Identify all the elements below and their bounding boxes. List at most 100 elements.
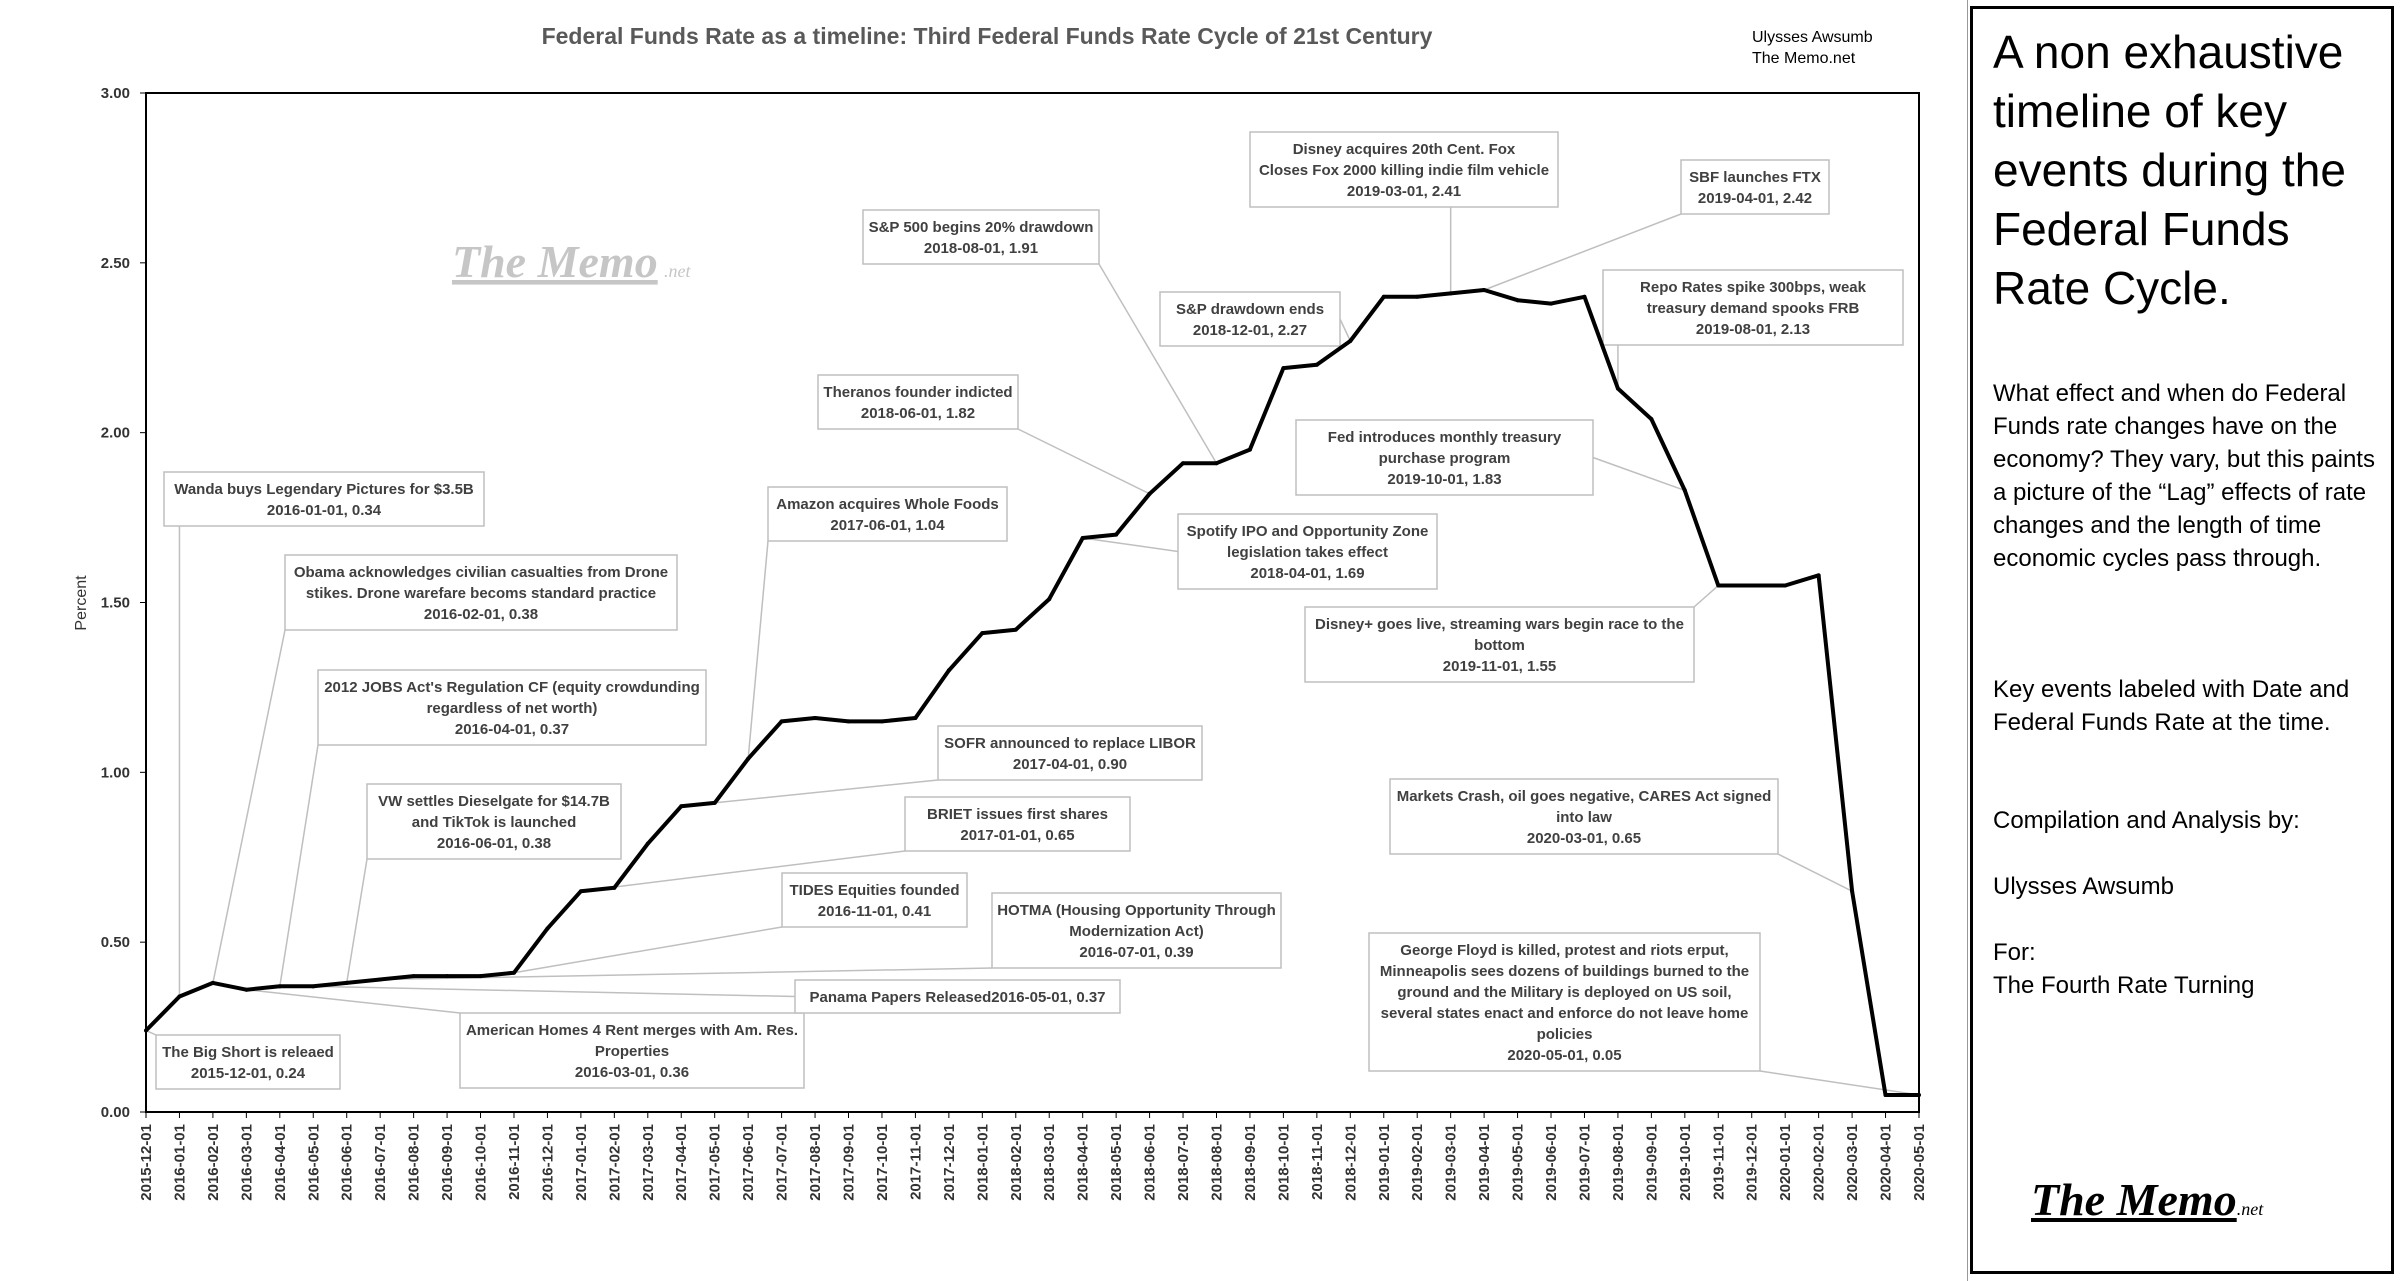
data-point bbox=[1716, 583, 1721, 588]
data-point bbox=[1749, 583, 1754, 588]
annotation-leader bbox=[1017, 428, 1150, 495]
annotations: The Big Short is releaed 2015-12-01, 0.24… bbox=[145, 131, 1920, 1096]
x-tick-label: 2017-09-01 bbox=[841, 1124, 858, 1201]
annotation-text: The Big Short is releaed bbox=[162, 1044, 334, 1061]
annotation-text: American Homes 4 Rent merges with Am. Re… bbox=[466, 1022, 798, 1039]
data-point bbox=[1783, 583, 1788, 588]
x-tick-label: 2018-05-01 bbox=[1108, 1124, 1125, 1201]
annotation-text: Theranos founder indicted bbox=[823, 384, 1012, 401]
x-tick-label: 2016-09-01 bbox=[439, 1124, 456, 1201]
data-point bbox=[1549, 301, 1554, 306]
data-point bbox=[1314, 362, 1319, 367]
watermark-logo: The Memo bbox=[452, 236, 658, 287]
data-point bbox=[1649, 417, 1654, 422]
y-tick-label: 3.00 bbox=[101, 85, 130, 102]
y-tick-label: 2.00 bbox=[101, 425, 130, 442]
annotation-callout: George Floyd is killed, protest and riot… bbox=[1368, 932, 1920, 1096]
x-tick-label: 2019-02-01 bbox=[1409, 1124, 1426, 1201]
annotation-text: Markets Crash, oil goes negative, CARES … bbox=[1397, 788, 1772, 805]
annotation-callout: Spotify IPO and Opportunity Zone legislat… bbox=[1082, 513, 1438, 590]
annotation-text: 2016-02-01, 0.38 bbox=[424, 606, 538, 623]
x-tick-label: 2019-10-01 bbox=[1677, 1124, 1694, 1201]
data-point bbox=[1147, 491, 1152, 496]
annotation-callout: Markets Crash, oil goes negative, CARES … bbox=[1389, 778, 1853, 892]
x-tick-label: 2018-10-01 bbox=[1275, 1124, 1292, 1201]
annotation-leader bbox=[212, 629, 286, 984]
annotation-text: Disney acquires 20th Cent. Fox bbox=[1293, 141, 1516, 158]
annotation-box bbox=[817, 374, 1019, 430]
x-tick-label: 2018-09-01 bbox=[1242, 1124, 1259, 1201]
data-point bbox=[1482, 288, 1487, 293]
annotation-box bbox=[767, 486, 1008, 542]
annotation-box bbox=[937, 725, 1203, 781]
x-tick-label: 2016-08-01 bbox=[406, 1124, 423, 1201]
data-point bbox=[1114, 532, 1119, 537]
x-tick-label: 2017-07-01 bbox=[774, 1124, 791, 1201]
data-point bbox=[578, 889, 583, 894]
annotation-leader bbox=[1759, 1070, 1920, 1096]
annotation-callout: SOFR announced to replace LIBOR 2017-04-0… bbox=[681, 725, 1203, 808]
data-point bbox=[846, 719, 851, 724]
data-point bbox=[813, 715, 818, 720]
annotation-text: regardless of net worth) bbox=[427, 700, 598, 717]
side-key-note: Key events labeled with Date and Federal… bbox=[1993, 676, 2350, 736]
y-tick-label: 1.50 bbox=[101, 595, 130, 612]
annotation-text: Wanda buys Legendary Pictures for $3.5B bbox=[174, 481, 474, 498]
data-point bbox=[1615, 386, 1620, 391]
annotation-text: 2017-06-01, 1.04 bbox=[830, 517, 945, 534]
annotation-callout: HOTMA (Housing Opportunity Through Modern… bbox=[380, 892, 1282, 981]
annotation-text: 2016-03-01, 0.36 bbox=[575, 1064, 689, 1081]
x-tick-label: 2019-03-01 bbox=[1443, 1124, 1460, 1201]
annotation-text: Properties bbox=[595, 1043, 669, 1060]
data-point bbox=[378, 977, 383, 982]
annotation-leader bbox=[1483, 213, 1682, 291]
compilation-label: Compilation and Analysis by: bbox=[1993, 807, 2300, 834]
x-tick-label: 2018-07-01 bbox=[1175, 1124, 1192, 1201]
x-tick-label: 2020-01-01 bbox=[1777, 1124, 1794, 1201]
data-point bbox=[1415, 294, 1420, 299]
data-point bbox=[645, 841, 650, 846]
annotation-callout: Wanda buys Legendary Pictures for $3.5B 2… bbox=[163, 471, 485, 997]
annotation-text: S&P 500 begins 20% drawdown bbox=[869, 219, 1094, 236]
annotation-callout: The Big Short is releaed 2015-12-01, 0.24 bbox=[145, 1029, 341, 1090]
x-tick-label: 2019-01-01 bbox=[1376, 1124, 1393, 1201]
x-tick-label: 2018-12-01 bbox=[1342, 1124, 1359, 1201]
x-tick-label: 2019-08-01 bbox=[1610, 1124, 1627, 1201]
annotation-text: Closes Fox 2000 killing indie film vehic… bbox=[1259, 162, 1549, 179]
x-tick-label: 2016-05-01 bbox=[305, 1124, 322, 1201]
for-name: The Fourth Rate Turning bbox=[1993, 972, 2255, 999]
chart-area: Federal Funds Rate as a timeline: Third … bbox=[73, 0, 1968, 1281]
annotation-text: 2016-01-01, 0.34 bbox=[267, 502, 382, 519]
annotation-callout: American Homes 4 Rent merges with Am. Re… bbox=[246, 988, 805, 1089]
annotation-callout: VW settles Dieselgate for $14.7B and TikT… bbox=[345, 783, 622, 984]
x-tick-label: 2017-06-01 bbox=[740, 1124, 757, 1201]
data-point bbox=[1381, 294, 1386, 299]
credit-site: The Memo.net bbox=[1752, 50, 1856, 67]
x-tick-label: 2020-03-01 bbox=[1844, 1124, 1861, 1201]
data-point bbox=[612, 885, 617, 890]
data-point bbox=[177, 994, 182, 999]
x-tick-label: 2018-01-01 bbox=[974, 1124, 991, 1201]
chart-watermark: The Memo .net bbox=[452, 236, 691, 287]
annotation-text: Amazon acquires Whole Foods bbox=[776, 496, 999, 513]
annotation-callout: Repo Rates spike 300bps, weak treasury de… bbox=[1602, 269, 1904, 389]
x-tick-label: 2018-06-01 bbox=[1142, 1124, 1159, 1201]
annotation-leader bbox=[246, 988, 461, 1014]
annotation-text: and TikTok is launched bbox=[412, 814, 576, 831]
x-tick-label: 2016-12-01 bbox=[539, 1124, 556, 1201]
annotation-text: 2016-04-01, 0.37 bbox=[455, 721, 569, 738]
annotation-text: legislation takes effect bbox=[1227, 544, 1388, 561]
annotation-leader bbox=[313, 985, 796, 998]
annotation-text: Repo Rates spike 300bps, weak bbox=[1640, 279, 1867, 296]
x-tick-label: 2017-02-01 bbox=[606, 1124, 623, 1201]
annotation-box bbox=[366, 783, 622, 860]
author-name: Ulysses Awsumb bbox=[1993, 873, 2174, 900]
annotation-text: 2018-12-01, 2.27 bbox=[1193, 322, 1307, 339]
x-tick-label: 2016-04-01 bbox=[272, 1124, 289, 1201]
memo-logo-suffix: .net bbox=[2236, 1199, 2264, 1219]
data-point bbox=[344, 980, 349, 985]
annotation-callout: TIDES Equities founded 2016-11-01, 0.41 bbox=[513, 872, 968, 974]
for-label: For: bbox=[1993, 939, 2036, 966]
annotation-text: Minneapolis sees dozens of buildings bur… bbox=[1380, 963, 1749, 980]
annotation-leader bbox=[513, 926, 783, 974]
